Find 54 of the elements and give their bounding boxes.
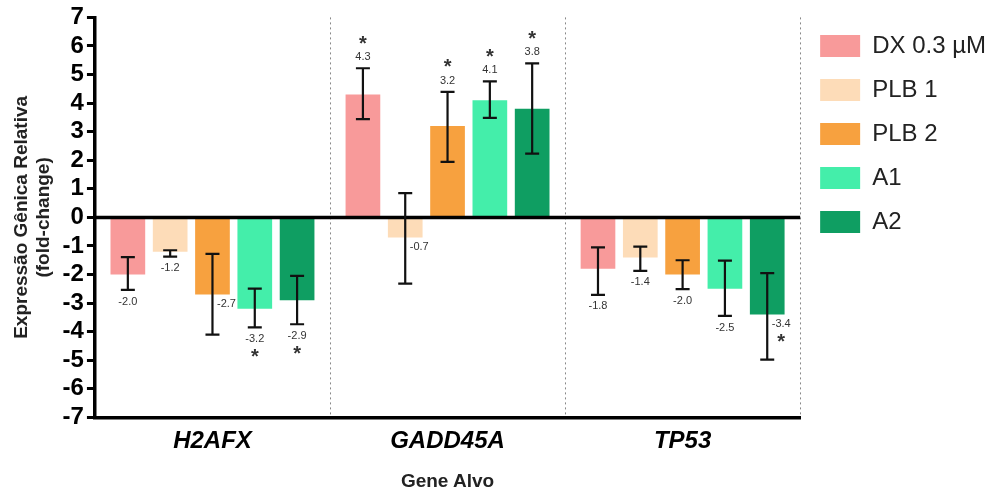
y-tick-label: 1: [70, 173, 84, 201]
x-tick-label: GADD45A: [390, 426, 505, 454]
bar: [622, 217, 658, 258]
y-axis-title: Expressão Gênica Relativa (fold-change): [9, 95, 54, 339]
data-label: * 4.1: [482, 44, 498, 75]
bar: [430, 125, 465, 217]
y-tick-label: 0: [70, 202, 84, 230]
bar: [110, 217, 146, 275]
data-label: -1.2: [160, 261, 180, 274]
y-tick-label: 4: [70, 87, 85, 115]
data-label: * 3.2: [439, 55, 456, 86]
data-label: -2.5: [715, 320, 735, 333]
data-label: * 3.8: [524, 26, 540, 57]
x-tick-label: H2AFX: [173, 426, 254, 454]
y-tick-label: -7: [62, 402, 84, 430]
y-tick-label: -4: [62, 316, 85, 344]
y-tick-label: 5: [70, 59, 84, 87]
data-label: -1.8: [588, 299, 608, 312]
legend-label: PLB 1: [872, 74, 938, 102]
bar: [472, 100, 508, 217]
y-tick-label: -5: [62, 344, 84, 372]
y-tick-label: -3: [62, 287, 84, 315]
data-label: -3.2 *: [245, 331, 265, 367]
y-tick-label: -1: [62, 230, 84, 258]
bar: [514, 108, 550, 217]
data-label: -1.4: [630, 275, 650, 288]
bar: [749, 217, 785, 315]
data-label: -0.7: [409, 239, 429, 252]
data-label: -2.7: [216, 297, 236, 310]
legend-label: PLB 2: [872, 118, 938, 146]
data-label: -2.9 *: [287, 328, 307, 364]
legend-label: A1: [872, 162, 902, 190]
x-axis-title: Gene Alvo: [400, 469, 495, 491]
x-tick-label: TP53: [653, 426, 712, 454]
data-label: * 4.3: [355, 31, 371, 62]
bar: [345, 94, 381, 217]
y-tick-label: 6: [70, 30, 84, 58]
y-tick-label: -2: [62, 259, 84, 287]
bar: [237, 217, 273, 309]
y-tick-label: -6: [62, 373, 84, 401]
bar: [580, 217, 616, 269]
data-label: -2.0: [673, 293, 693, 306]
bar: [195, 217, 230, 295]
data-label: -3.4 *: [771, 317, 791, 353]
y-tick-label: 3: [70, 116, 84, 144]
bar: [279, 217, 315, 301]
bar: [152, 217, 188, 252]
y-tick-label: 2: [70, 144, 84, 172]
bar: [665, 217, 700, 275]
bar: [707, 217, 743, 289]
legend-label: DX 0.3 µM: [872, 30, 986, 58]
legend-label: A2: [872, 206, 902, 234]
y-tick-label: 7: [70, 2, 84, 30]
data-label: -2.0: [118, 294, 138, 307]
